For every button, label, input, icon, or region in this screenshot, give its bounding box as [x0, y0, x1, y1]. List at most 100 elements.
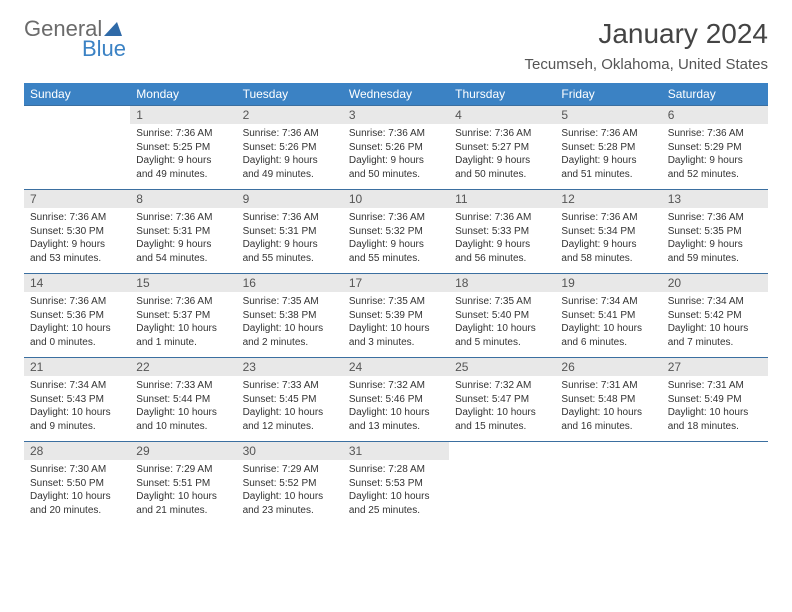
month-title: January 2024 [525, 18, 768, 50]
day-content: Sunrise: 7:36 AMSunset: 5:29 PMDaylight:… [662, 124, 768, 189]
day-number: 23 [237, 358, 343, 376]
sunrise-text: Sunrise: 7:36 AM [243, 127, 337, 141]
calendar-table: Sunday Monday Tuesday Wednesday Thursday… [24, 83, 768, 525]
location-text: Tecumseh, Oklahoma, United States [525, 56, 768, 73]
daylight-text: Daylight: 10 hours and 23 minutes. [243, 490, 337, 517]
daylight-text: Daylight: 9 hours and 49 minutes. [136, 154, 230, 181]
day-content [662, 446, 768, 504]
weekday-header: Monday [130, 83, 236, 106]
calendar-day-cell [449, 442, 555, 526]
daylight-text: Daylight: 9 hours and 52 minutes. [668, 154, 762, 181]
sunrise-text: Sunrise: 7:29 AM [136, 463, 230, 477]
day-number: 9 [237, 190, 343, 208]
day-content: Sunrise: 7:30 AMSunset: 5:50 PMDaylight:… [24, 460, 130, 525]
sunrise-text: Sunrise: 7:36 AM [136, 295, 230, 309]
day-number: 30 [237, 442, 343, 460]
sunset-text: Sunset: 5:26 PM [243, 141, 337, 155]
daylight-text: Daylight: 9 hours and 54 minutes. [136, 238, 230, 265]
sunset-text: Sunset: 5:43 PM [30, 393, 124, 407]
day-number: 31 [343, 442, 449, 460]
day-content: Sunrise: 7:36 AMSunset: 5:32 PMDaylight:… [343, 208, 449, 273]
sunrise-text: Sunrise: 7:34 AM [30, 379, 124, 393]
day-number: 29 [130, 442, 236, 460]
sunset-text: Sunset: 5:42 PM [668, 309, 762, 323]
calendar-day-cell: 14Sunrise: 7:36 AMSunset: 5:36 PMDayligh… [24, 274, 130, 358]
day-number: 7 [24, 190, 130, 208]
day-number: 14 [24, 274, 130, 292]
daylight-text: Daylight: 10 hours and 25 minutes. [349, 490, 443, 517]
day-number: 21 [24, 358, 130, 376]
sunset-text: Sunset: 5:44 PM [136, 393, 230, 407]
sunrise-text: Sunrise: 7:36 AM [668, 211, 762, 225]
sunrise-text: Sunrise: 7:36 AM [136, 211, 230, 225]
daylight-text: Daylight: 10 hours and 10 minutes. [136, 406, 230, 433]
day-content: Sunrise: 7:31 AMSunset: 5:49 PMDaylight:… [662, 376, 768, 441]
calendar-day-cell: 17Sunrise: 7:35 AMSunset: 5:39 PMDayligh… [343, 274, 449, 358]
sunrise-text: Sunrise: 7:36 AM [349, 211, 443, 225]
daylight-text: Daylight: 9 hours and 53 minutes. [30, 238, 124, 265]
day-number: 25 [449, 358, 555, 376]
sunset-text: Sunset: 5:29 PM [668, 141, 762, 155]
daylight-text: Daylight: 10 hours and 12 minutes. [243, 406, 337, 433]
sunrise-text: Sunrise: 7:35 AM [455, 295, 549, 309]
day-content: Sunrise: 7:31 AMSunset: 5:48 PMDaylight:… [555, 376, 661, 441]
sunrise-text: Sunrise: 7:36 AM [455, 211, 549, 225]
sunrise-text: Sunrise: 7:36 AM [668, 127, 762, 141]
sunrise-text: Sunrise: 7:36 AM [136, 127, 230, 141]
calendar-day-cell: 5Sunrise: 7:36 AMSunset: 5:28 PMDaylight… [555, 106, 661, 190]
calendar-week-row: 1Sunrise: 7:36 AMSunset: 5:25 PMDaylight… [24, 106, 768, 190]
sunset-text: Sunset: 5:48 PM [561, 393, 655, 407]
logo-text-bottom: Blue [82, 38, 126, 60]
sunrise-text: Sunrise: 7:32 AM [455, 379, 549, 393]
day-content: Sunrise: 7:29 AMSunset: 5:51 PMDaylight:… [130, 460, 236, 525]
sunset-text: Sunset: 5:27 PM [455, 141, 549, 155]
logo: General Blue [24, 18, 126, 60]
calendar-day-cell [555, 442, 661, 526]
daylight-text: Daylight: 10 hours and 13 minutes. [349, 406, 443, 433]
sunset-text: Sunset: 5:51 PM [136, 477, 230, 491]
logo-text-block: General Blue [24, 18, 126, 60]
day-content: Sunrise: 7:36 AMSunset: 5:31 PMDaylight:… [237, 208, 343, 273]
calendar-day-cell: 25Sunrise: 7:32 AMSunset: 5:47 PMDayligh… [449, 358, 555, 442]
daylight-text: Daylight: 10 hours and 21 minutes. [136, 490, 230, 517]
calendar-day-cell: 31Sunrise: 7:28 AMSunset: 5:53 PMDayligh… [343, 442, 449, 526]
day-number: 24 [343, 358, 449, 376]
daylight-text: Daylight: 10 hours and 6 minutes. [561, 322, 655, 349]
day-number: 6 [662, 106, 768, 124]
sunrise-text: Sunrise: 7:36 AM [561, 127, 655, 141]
day-content: Sunrise: 7:36 AMSunset: 5:28 PMDaylight:… [555, 124, 661, 189]
day-number: 3 [343, 106, 449, 124]
day-number: 12 [555, 190, 661, 208]
day-content: Sunrise: 7:36 AMSunset: 5:36 PMDaylight:… [24, 292, 130, 357]
calendar-week-row: 7Sunrise: 7:36 AMSunset: 5:30 PMDaylight… [24, 190, 768, 274]
day-number: 15 [130, 274, 236, 292]
daylight-text: Daylight: 9 hours and 55 minutes. [349, 238, 443, 265]
header: General Blue January 2024 Tecumseh, Okla… [24, 18, 768, 73]
calendar-day-cell: 22Sunrise: 7:33 AMSunset: 5:44 PMDayligh… [130, 358, 236, 442]
calendar-day-cell: 20Sunrise: 7:34 AMSunset: 5:42 PMDayligh… [662, 274, 768, 358]
calendar-day-cell: 26Sunrise: 7:31 AMSunset: 5:48 PMDayligh… [555, 358, 661, 442]
daylight-text: Daylight: 9 hours and 55 minutes. [243, 238, 337, 265]
day-content: Sunrise: 7:35 AMSunset: 5:40 PMDaylight:… [449, 292, 555, 357]
sunset-text: Sunset: 5:40 PM [455, 309, 549, 323]
sunset-text: Sunset: 5:28 PM [561, 141, 655, 155]
day-content: Sunrise: 7:36 AMSunset: 5:33 PMDaylight:… [449, 208, 555, 273]
sunset-text: Sunset: 5:34 PM [561, 225, 655, 239]
calendar-body: 1Sunrise: 7:36 AMSunset: 5:25 PMDaylight… [24, 106, 768, 526]
calendar-day-cell: 30Sunrise: 7:29 AMSunset: 5:52 PMDayligh… [237, 442, 343, 526]
calendar-day-cell: 24Sunrise: 7:32 AMSunset: 5:46 PMDayligh… [343, 358, 449, 442]
daylight-text: Daylight: 10 hours and 0 minutes. [30, 322, 124, 349]
sunset-text: Sunset: 5:31 PM [136, 225, 230, 239]
day-content: Sunrise: 7:36 AMSunset: 5:26 PMDaylight:… [343, 124, 449, 189]
calendar-day-cell: 29Sunrise: 7:29 AMSunset: 5:51 PMDayligh… [130, 442, 236, 526]
sunset-text: Sunset: 5:45 PM [243, 393, 337, 407]
day-content: Sunrise: 7:34 AMSunset: 5:43 PMDaylight:… [24, 376, 130, 441]
calendar-day-cell: 21Sunrise: 7:34 AMSunset: 5:43 PMDayligh… [24, 358, 130, 442]
sunrise-text: Sunrise: 7:36 AM [455, 127, 549, 141]
calendar-day-cell: 23Sunrise: 7:33 AMSunset: 5:45 PMDayligh… [237, 358, 343, 442]
weekday-header-row: Sunday Monday Tuesday Wednesday Thursday… [24, 83, 768, 106]
day-content: Sunrise: 7:36 AMSunset: 5:25 PMDaylight:… [130, 124, 236, 189]
day-content [555, 446, 661, 504]
sunrise-text: Sunrise: 7:31 AM [561, 379, 655, 393]
day-content: Sunrise: 7:36 AMSunset: 5:37 PMDaylight:… [130, 292, 236, 357]
